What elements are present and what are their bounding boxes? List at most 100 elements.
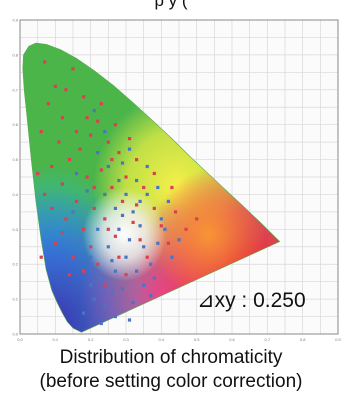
axis-ticks: 0.0 0.1 0.2 0.3 0.4 0.5 0.6 0.7 0.8 0.9 0.0 0.1 0.2 0… bbox=[12, 18, 341, 343]
red-point bbox=[74, 199, 79, 203]
red-point bbox=[57, 140, 61, 144]
blue-point bbox=[92, 109, 96, 113]
x-tick-label: 0.4 bbox=[159, 337, 165, 342]
blue-point bbox=[99, 276, 103, 280]
y-tick-label: 0.4 bbox=[12, 192, 18, 197]
red-point bbox=[106, 140, 110, 144]
blue-point bbox=[156, 241, 160, 245]
red-point bbox=[89, 133, 93, 137]
red-point bbox=[53, 241, 57, 245]
blue-point bbox=[120, 161, 125, 165]
blue-point bbox=[120, 287, 125, 291]
red-point bbox=[124, 273, 128, 277]
y-tick-label: 0.1 bbox=[12, 297, 18, 302]
red-point bbox=[135, 203, 139, 207]
red-point bbox=[43, 60, 47, 64]
red-point bbox=[170, 185, 174, 190]
caption-line-1: Distribution of chromaticity bbox=[59, 347, 283, 368]
y-tick-label: 0.6 bbox=[12, 122, 18, 127]
blue-point bbox=[135, 178, 139, 183]
red-point bbox=[131, 220, 135, 224]
red-point bbox=[82, 95, 86, 99]
red-point bbox=[124, 175, 128, 179]
red-point bbox=[103, 217, 107, 221]
blue-point bbox=[127, 147, 132, 151]
red-point bbox=[106, 227, 110, 231]
red-point bbox=[85, 116, 89, 120]
red-point bbox=[46, 102, 50, 106]
blue-point bbox=[149, 262, 153, 266]
x-tick-label: 0.0 bbox=[17, 337, 23, 342]
x-tick-label: 0.1 bbox=[53, 337, 59, 342]
red-point bbox=[117, 151, 121, 155]
red-point bbox=[96, 262, 100, 266]
red-point bbox=[99, 102, 103, 106]
cut-off-header: p y ( bbox=[154, 0, 188, 10]
red-point bbox=[113, 234, 117, 238]
blue-point bbox=[110, 290, 114, 294]
red-point bbox=[82, 227, 86, 231]
x-tick-label: 0.8 bbox=[300, 337, 306, 342]
red-point bbox=[195, 217, 199, 221]
red-point bbox=[64, 88, 68, 92]
blue-point bbox=[113, 269, 117, 273]
blue-point bbox=[110, 259, 114, 263]
blue-point bbox=[159, 217, 163, 221]
blue-point bbox=[71, 210, 75, 214]
red-point bbox=[82, 269, 86, 273]
blue-point bbox=[138, 224, 142, 228]
red-point bbox=[53, 84, 57, 88]
blue-point bbox=[135, 269, 139, 273]
y-tick-label: 0.0 bbox=[12, 332, 18, 337]
red-point bbox=[92, 206, 96, 210]
blue-point bbox=[103, 130, 107, 134]
red-point bbox=[60, 182, 64, 186]
blue-point bbox=[89, 255, 93, 259]
red-point bbox=[110, 158, 114, 162]
blue-point bbox=[82, 311, 86, 315]
red-point bbox=[50, 206, 54, 210]
red-point bbox=[50, 164, 54, 169]
red-point bbox=[96, 119, 100, 123]
blue-point bbox=[117, 227, 121, 231]
x-tick-label: 0.3 bbox=[123, 337, 129, 342]
x-tick-label: 0.5 bbox=[194, 337, 200, 342]
blue-point bbox=[142, 245, 146, 249]
blue-point bbox=[127, 318, 132, 322]
blue-point bbox=[113, 315, 117, 319]
blue-point bbox=[85, 189, 89, 193]
red-point bbox=[71, 255, 75, 259]
red-point bbox=[67, 273, 72, 277]
red-point bbox=[39, 255, 43, 259]
blue-point bbox=[131, 301, 135, 305]
red-point bbox=[184, 227, 188, 231]
red-point bbox=[117, 255, 121, 259]
red-point bbox=[60, 116, 64, 120]
blue-point bbox=[145, 192, 149, 196]
red-point bbox=[103, 283, 107, 287]
blue-point bbox=[142, 283, 146, 287]
red-point bbox=[64, 217, 68, 221]
blue-point bbox=[99, 321, 103, 326]
red-point bbox=[74, 130, 79, 134]
blue-point bbox=[96, 227, 100, 231]
y-tick-label: 0.7 bbox=[12, 87, 18, 92]
red-point bbox=[159, 224, 163, 228]
blue-point bbox=[127, 238, 132, 242]
red-point bbox=[99, 168, 103, 172]
blue-point bbox=[145, 164, 149, 169]
caption-line-2: (before setting color correction) bbox=[39, 371, 303, 392]
red-point bbox=[127, 137, 132, 141]
red-point bbox=[85, 175, 89, 179]
red-point bbox=[138, 238, 142, 242]
blue-point bbox=[149, 294, 153, 298]
y-tick-label: 0.3 bbox=[12, 227, 18, 232]
red-point bbox=[142, 185, 146, 190]
x-tick-label: 0.2 bbox=[88, 337, 94, 342]
blue-point bbox=[103, 192, 107, 196]
red-point bbox=[145, 255, 149, 259]
red-point bbox=[89, 245, 93, 249]
blue-point bbox=[96, 151, 100, 155]
blue-point bbox=[78, 238, 82, 242]
blue-point bbox=[131, 210, 135, 214]
